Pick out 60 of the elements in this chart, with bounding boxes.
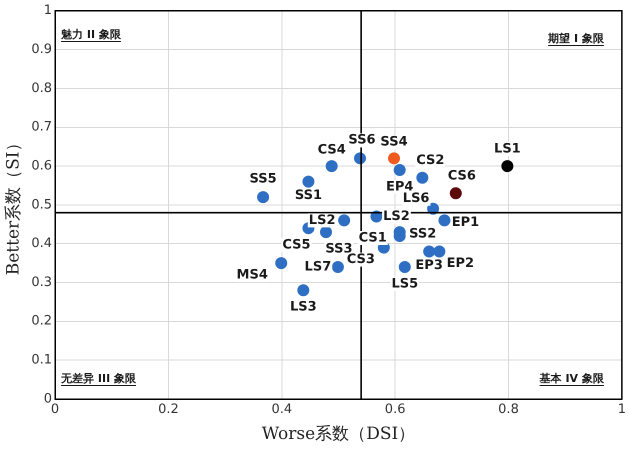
point: [302, 176, 314, 188]
annotation: SS6: [348, 132, 376, 148]
annotation: 无差异 III 象限: [61, 371, 136, 386]
point: [320, 226, 332, 238]
y-tick-label: 0.4: [31, 236, 52, 252]
annotation: 基本 IV 象限: [540, 371, 604, 386]
annotation: CS1: [358, 230, 387, 246]
x-tick-label: 0.4: [271, 402, 292, 418]
x-axis-title: Worse系数（DSI）: [262, 424, 416, 444]
annotation: LS5: [391, 276, 418, 292]
y-tick-label: 0.5: [31, 197, 52, 212]
point: [326, 160, 338, 172]
x-tick-label: 0.8: [498, 402, 519, 418]
point: [332, 261, 344, 274]
annotation: SS1: [294, 188, 322, 203]
annotation: CS2: [416, 153, 444, 168]
point: [297, 284, 310, 296]
point: [338, 214, 350, 226]
point: [398, 261, 411, 274]
point: [433, 245, 446, 258]
y-tick-label: 0.7: [31, 120, 52, 135]
annotation: SS4: [380, 134, 408, 150]
point: [423, 245, 436, 258]
annotation: CS6: [448, 168, 476, 184]
annotation: LS1: [494, 141, 521, 156]
annotation: EP1: [452, 214, 480, 230]
y-tick-label: 0.6: [31, 158, 52, 174]
y-tick-label: 0: [44, 391, 52, 406]
y-tick-label: 0.2: [31, 314, 52, 329]
annotation: CS5: [282, 238, 311, 253]
y-axis-title: Better系数（SI）: [4, 134, 24, 276]
annotation: MS4: [236, 268, 268, 283]
point: [450, 187, 462, 200]
point: [275, 257, 288, 270]
annotation: EP2: [446, 256, 474, 271]
annotation: EP3: [415, 258, 443, 273]
annotation: LS6: [402, 191, 430, 206]
x-tick-label: 0.6: [384, 402, 406, 418]
point: [257, 191, 270, 204]
x-tick-label: 1: [618, 402, 626, 418]
point: [438, 214, 450, 226]
y-tick-label: 0.9: [31, 42, 52, 57]
annotation: LS3: [290, 300, 317, 315]
x-tick-label: 0.2: [158, 402, 179, 418]
annotation: 魅力 II 象限: [61, 26, 121, 42]
y-tick-label: 0.8: [31, 80, 52, 96]
y-tick-label: 1: [44, 3, 52, 18]
point: [394, 164, 406, 176]
point: [416, 172, 428, 184]
annotation: SS2: [409, 226, 436, 242]
annotation: SS5: [249, 172, 277, 187]
y-tick-label: 0.3: [31, 274, 52, 290]
point: [501, 160, 514, 172]
annotation: CS4: [318, 142, 346, 158]
annotation: LS7: [304, 259, 332, 274]
annotation: LS2: [308, 212, 336, 228]
annotation: LS2: [383, 208, 410, 224]
y-tick-label: 0.1: [31, 352, 52, 368]
annotation: 期望 I 象限: [548, 30, 604, 46]
point: [388, 152, 400, 164]
